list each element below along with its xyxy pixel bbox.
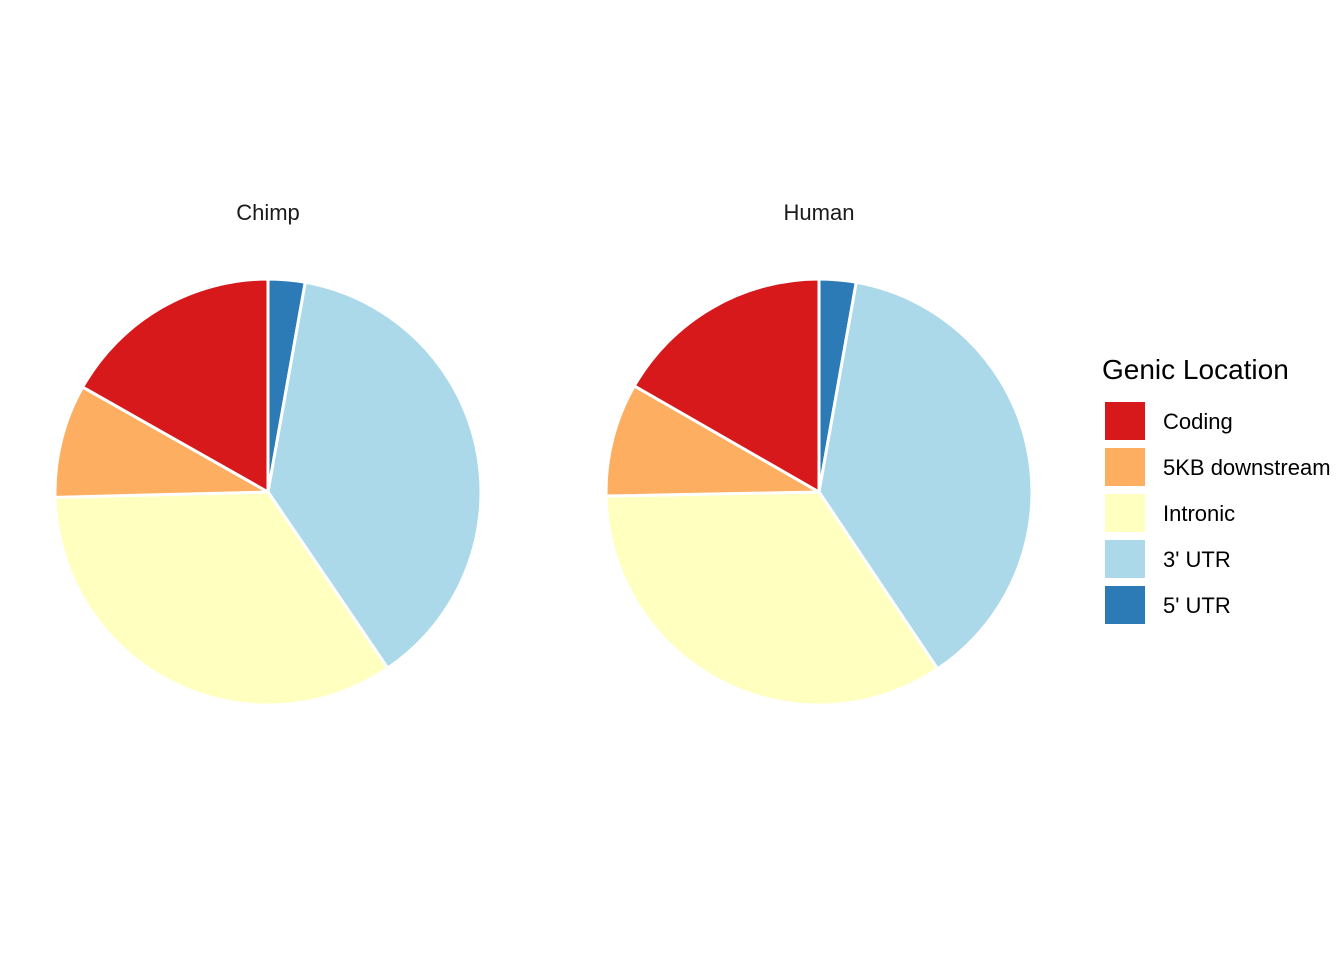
- legend-swatch-5kb-downstream: [1103, 446, 1147, 488]
- legend-swatch-3-utr: [1103, 538, 1147, 580]
- legend-label-5kb-downstream: 5KB downstream: [1163, 455, 1331, 480]
- legend-items: Coding 5KB downstream Intronic 3' UTR 5' UTR: [1103, 400, 1331, 626]
- legend-label-5-utr: 5' UTR: [1163, 593, 1231, 618]
- pie-slice-chimp-intronic: [53, 490, 390, 707]
- pie-slices-chimp: [53, 277, 483, 707]
- pie-slice-chimp-3-utr: [266, 280, 483, 670]
- pie-slice-chimp-coding: [81, 277, 270, 494]
- pie-slices-human: [604, 277, 1034, 707]
- pie-slice-chimp-5kb-downstream: [53, 385, 270, 499]
- legend-title: Genic Location: [1102, 354, 1289, 385]
- pie-slice-human-3-utr: [817, 280, 1034, 671]
- pie-slice-human-5kb-downstream: [604, 384, 821, 498]
- panel-title-chimp: Chimp: [236, 200, 300, 225]
- legend-label-3-utr: 3' UTR: [1163, 547, 1231, 572]
- legend-swatch-5-utr: [1103, 584, 1147, 626]
- legend-swatch-coding: [1103, 400, 1147, 442]
- pie-panel-chimp: Chimp: [53, 200, 483, 707]
- legend-swatch-intronic: [1103, 492, 1147, 534]
- panel-title-human: Human: [784, 200, 855, 225]
- legend: Genic Location Coding 5KB downstream Intro…: [1102, 354, 1331, 626]
- pie-panel-human: Human: [604, 200, 1034, 707]
- legend-label-coding: Coding: [1163, 409, 1233, 434]
- pie-slice-human-coding: [632, 277, 821, 494]
- legend-label-intronic: Intronic: [1163, 501, 1235, 526]
- pie-slice-human-intronic: [604, 490, 940, 707]
